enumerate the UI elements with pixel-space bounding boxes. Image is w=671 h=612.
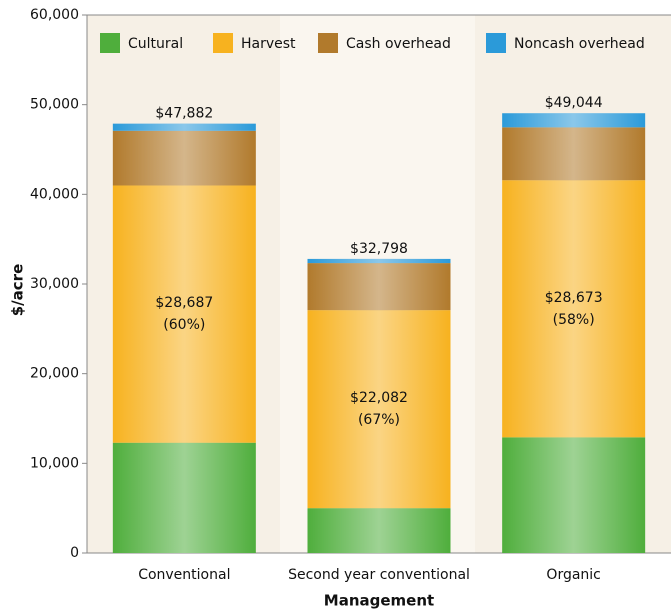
y-tick-label: 10,000	[30, 455, 79, 471]
legend-swatch	[213, 33, 233, 53]
bar-highlight	[112, 130, 256, 186]
y-tick-label: 60,000	[30, 7, 79, 23]
y-tick-label: 50,000	[30, 97, 79, 113]
total-label: $47,882	[155, 106, 213, 122]
y-tick-label: 0	[70, 545, 79, 561]
x-axis-title: Management	[324, 592, 434, 610]
y-tick-label: 30,000	[30, 276, 79, 292]
share-label: (60%)	[163, 317, 205, 333]
share-label: (67%)	[358, 412, 400, 428]
y-tick-label: 40,000	[30, 186, 79, 202]
bar-highlight	[502, 127, 646, 181]
x-tick-label: Organic	[546, 567, 600, 583]
total-label: $49,044	[545, 95, 603, 111]
value-label: $22,082	[350, 390, 408, 406]
bar-highlight	[112, 442, 256, 553]
legend-label: Harvest	[241, 36, 296, 52]
bar-highlight	[307, 258, 451, 264]
y-axis-title: $/acre	[9, 264, 27, 317]
share-label: (58%)	[553, 312, 595, 328]
y-tick-label: 20,000	[30, 366, 79, 382]
value-label: $28,673	[545, 290, 603, 306]
legend-swatch	[318, 33, 338, 53]
total-label: $32,798	[350, 241, 408, 257]
bar-highlight	[502, 437, 646, 553]
legend-label: Cash overhead	[346, 36, 451, 52]
x-tick-label: Second year conventional	[288, 567, 470, 583]
legend-label: Cultural	[128, 36, 183, 52]
bar-highlight	[307, 263, 451, 311]
bar-highlight	[307, 508, 451, 553]
bar-highlight	[307, 310, 451, 509]
x-tick-label: Conventional	[138, 567, 230, 583]
bar-highlight	[502, 180, 646, 438]
legend-swatch	[100, 33, 120, 53]
bar-highlight	[502, 113, 646, 128]
value-label: $28,687	[155, 295, 213, 311]
legend-label: Noncash overhead	[514, 36, 645, 52]
legend-swatch	[486, 33, 506, 53]
bar-highlight	[112, 123, 256, 131]
bar-highlight	[112, 185, 256, 443]
